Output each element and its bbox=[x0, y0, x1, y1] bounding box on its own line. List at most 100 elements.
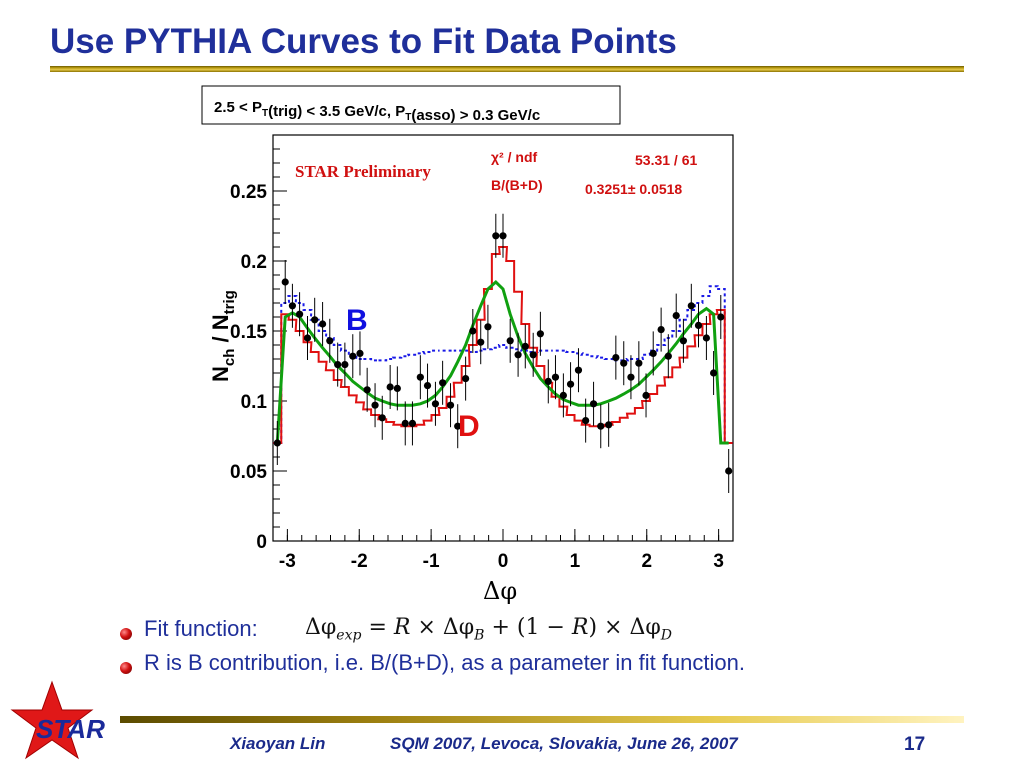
data-point bbox=[544, 377, 552, 385]
bullet-list: Fit function: Δφexp = R × ΔφB + (1 − R) … bbox=[120, 615, 1000, 684]
data-point bbox=[597, 422, 605, 430]
stat-param-label: B/(B+D) bbox=[491, 177, 543, 193]
data-point bbox=[334, 361, 342, 369]
data-point bbox=[620, 359, 628, 367]
data-point bbox=[605, 421, 613, 429]
data-point bbox=[401, 419, 409, 427]
data-point bbox=[311, 316, 319, 324]
data-point bbox=[477, 338, 485, 346]
data-point bbox=[687, 302, 695, 310]
y-tick-label: 0.25 bbox=[230, 182, 267, 203]
data-point bbox=[589, 400, 598, 408]
data-point bbox=[378, 414, 386, 422]
bullet-item-fit-function: Fit function: Δφexp = R × ΔφB + (1 − R) … bbox=[120, 615, 1000, 650]
data-point bbox=[725, 467, 733, 475]
data-point bbox=[635, 359, 643, 367]
footer-conference: SQM 2007, Levoca, Slovakia, June 26, 200… bbox=[390, 734, 738, 753]
data-point bbox=[582, 417, 590, 425]
bullet-icon bbox=[120, 662, 132, 674]
y-tick-label: 0.05 bbox=[230, 462, 267, 483]
data-point bbox=[566, 380, 575, 388]
footer-author: Xiaoyan Lin bbox=[230, 734, 326, 753]
data-point bbox=[514, 351, 522, 359]
data-point bbox=[363, 386, 371, 394]
footer-rule bbox=[120, 716, 964, 723]
data-point bbox=[371, 401, 379, 409]
chart-svg: 2.5 < PT(trig) < 3.5 GeV/c, PT(asso) > 0… bbox=[201, 85, 734, 605]
data-point bbox=[642, 391, 650, 399]
data-point bbox=[484, 323, 492, 331]
data-point bbox=[657, 326, 665, 334]
y-axis-label: Nch / Ntrig bbox=[208, 290, 238, 382]
data-point bbox=[627, 373, 635, 381]
data-point bbox=[709, 369, 718, 377]
x-tick-label: 1 bbox=[570, 551, 581, 572]
formula-sub-d: D bbox=[660, 627, 672, 644]
data-point bbox=[349, 352, 357, 360]
data-point bbox=[574, 366, 583, 374]
bullet-text: R is B contribution, i.e. B/(B+D), as a … bbox=[144, 650, 745, 675]
formula-delta-phi: Δφ bbox=[305, 615, 337, 640]
data-point bbox=[423, 382, 432, 390]
data-point bbox=[672, 312, 680, 320]
y-tick-label: 0 bbox=[256, 532, 267, 553]
bullet-text: Fit function: bbox=[144, 616, 258, 641]
chart-container: 2.5 < PT(trig) < 3.5 GeV/c, PT(asso) > 0… bbox=[200, 82, 750, 612]
data-point bbox=[386, 383, 394, 391]
data-point bbox=[416, 373, 424, 381]
bullet-icon bbox=[120, 628, 132, 640]
x-tick-label: -2 bbox=[351, 551, 368, 572]
data-point bbox=[664, 352, 672, 360]
data-point bbox=[679, 337, 688, 345]
x-axis-label: Δφ bbox=[483, 577, 517, 605]
data-point bbox=[492, 232, 500, 240]
watermark: STAR Preliminary bbox=[295, 162, 431, 181]
formula-sub-exp: exp bbox=[336, 627, 362, 644]
data-point bbox=[462, 375, 470, 383]
data-point bbox=[499, 232, 507, 240]
series-b-line bbox=[273, 285, 733, 444]
data-point bbox=[295, 310, 304, 318]
formula-sub-b: B bbox=[474, 627, 485, 644]
slide-title: Use PYTHIA Curves to Fit Data Points bbox=[50, 22, 677, 61]
y-tick-label: 0.15 bbox=[230, 322, 267, 343]
data-point bbox=[551, 373, 560, 381]
data-point bbox=[356, 349, 364, 357]
data-point bbox=[506, 337, 514, 345]
data-point bbox=[288, 302, 297, 310]
data-point bbox=[469, 327, 477, 335]
annotation-d: D bbox=[458, 410, 480, 443]
data-point bbox=[694, 321, 703, 329]
star-icon: STAR bbox=[10, 680, 105, 760]
title-underline bbox=[50, 66, 964, 72]
data-point bbox=[717, 313, 725, 321]
left-edge bbox=[0, 0, 4, 768]
data-point bbox=[393, 384, 401, 392]
data-point bbox=[273, 439, 281, 447]
page-number: 17 bbox=[904, 734, 926, 755]
data-point bbox=[649, 349, 657, 357]
data-point bbox=[408, 419, 417, 427]
x-tick-label: 3 bbox=[713, 551, 724, 572]
bullet-item-r-description: R is B contribution, i.e. B/(B+D), as a … bbox=[120, 650, 1000, 684]
data-point bbox=[521, 342, 529, 350]
y-tick-label: 0.1 bbox=[241, 392, 268, 413]
plot-frame bbox=[272, 134, 734, 542]
header-box bbox=[201, 85, 621, 125]
y-tick-label: 0.2 bbox=[241, 252, 267, 273]
x-tick-label: -3 bbox=[279, 551, 296, 572]
x-tick-label: 0 bbox=[498, 551, 509, 572]
star-logo: STAR bbox=[6, 680, 118, 768]
star-logo-text: STAR bbox=[36, 714, 105, 744]
data-point bbox=[454, 422, 462, 430]
data-point bbox=[431, 400, 440, 408]
fit-formula: Δφexp = R × ΔφB + (1 − R) × ΔφD bbox=[305, 615, 672, 644]
data-point bbox=[318, 320, 327, 328]
stat-param-value: 0.3251± 0.0518 bbox=[585, 181, 682, 197]
header-text: 2.5 < PT(trig) < 3.5 GeV/c, PT(asso) > 0… bbox=[214, 99, 540, 124]
data-point bbox=[303, 334, 312, 342]
formula-r: R bbox=[393, 615, 411, 640]
data-point bbox=[341, 361, 349, 369]
data-point bbox=[439, 379, 447, 387]
annotation-b: B bbox=[346, 304, 368, 337]
